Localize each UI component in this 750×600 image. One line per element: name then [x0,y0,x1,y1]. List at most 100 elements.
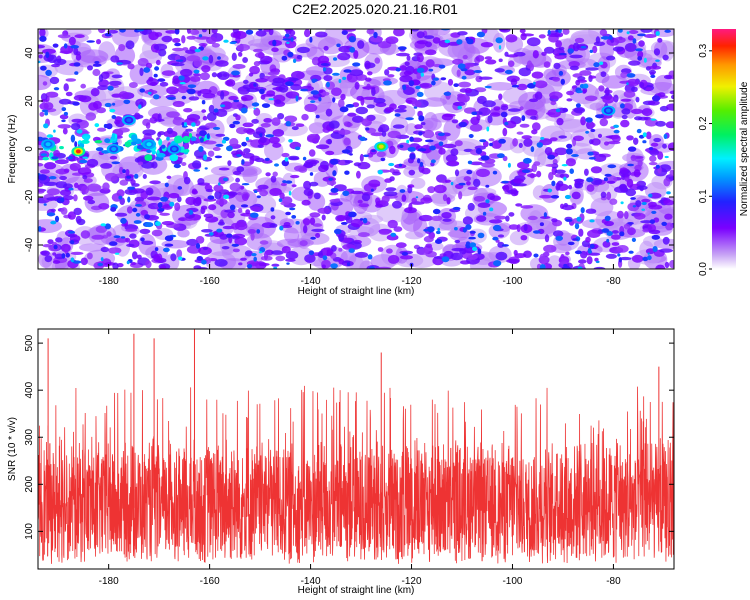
heatmap-cell [39,35,47,42]
heatmap-cell [613,124,619,128]
heatmap-cell [565,251,570,256]
heatmap-cell [463,176,471,182]
heatmap-cell [322,255,328,261]
heatmap-cell [114,252,120,255]
heatmap-cell [400,255,413,260]
heatmap-cell [376,204,409,223]
heatmap-cell [553,230,564,238]
heatmap-cell [346,262,351,267]
heatmap-cell [137,58,149,67]
heatmap-cell [285,211,291,216]
heatmap-cell [493,260,502,267]
heatmap-cell [387,254,400,264]
heatmap-cell [142,129,156,136]
heatmap-cell [74,71,79,75]
heatmap-cell [296,55,303,60]
heatmap-cell [648,229,661,235]
heatmap-cell [211,43,220,48]
heatmap-cell [185,49,196,54]
heatmap-cell [255,30,267,37]
heatmap-cell [353,162,362,167]
heatmap-cell [295,221,300,225]
heatmap-cell [286,262,290,265]
heatmap-cell [330,187,339,193]
heatmap-cell [243,148,251,154]
heatmap-cell [640,220,653,224]
heatmap-cell [655,264,666,269]
heatmap-cell [604,215,611,222]
heatmap-cell [598,85,605,92]
heatmap-cell [627,227,636,236]
heatmap-cell [281,55,288,61]
heatmap-cell [650,118,657,121]
heatmap-cell [119,29,126,33]
heatmap-cell [246,128,256,135]
heatmap-cell [134,112,141,120]
heatmap-cell [582,89,587,94]
heatmap-cell [580,207,585,214]
heatmap-cell [470,116,480,125]
heatmap-cell [59,50,72,54]
heatmap-cell [51,156,59,160]
heatmap-cell [630,197,636,200]
heatmap-cell [663,133,668,139]
heatmap-cell [577,79,587,83]
heatmap-cell [104,138,111,144]
heatmap-cell [92,63,102,67]
heatmap-cell [234,237,247,246]
heatmap-cell [75,53,82,61]
heatmap-cell [159,81,169,87]
heatmap-cell [250,206,261,212]
heatmap-cell [551,180,556,187]
heatmap-cell [73,207,82,216]
heatmap-cell [104,32,112,37]
heatmap-cell [189,29,200,35]
heatmap-cell [220,104,226,108]
heatmap-cell [589,243,595,249]
heatmap-cell [76,129,83,134]
heatmap-cell [231,52,237,61]
heatmap-cell [604,173,612,177]
heatmap-cell [561,265,571,269]
heatmap-cell [300,88,309,92]
heatmap-cell [366,29,375,35]
heatmap-cell [125,237,131,243]
heatmap-cell [313,171,331,187]
heatmap-cell [232,248,240,253]
heatmap-cell [215,133,226,137]
heatmap-cell [70,134,76,143]
heatmap-cell [498,45,502,50]
heatmap-cell [212,147,221,151]
heatmap-cell [97,85,109,91]
heatmap-cell [277,113,285,120]
heatmap-cell [260,123,271,128]
heatmap-cell [565,218,573,222]
heatmap-cell [130,261,137,266]
heatmap-cell [571,154,579,157]
heatmap-cell [602,240,611,248]
heatmap-cell [642,256,649,262]
heatmap-cell [179,82,186,85]
heatmap-cell [401,194,407,202]
heatmap-cell [416,72,422,80]
heatmap-cell [375,203,383,208]
heatmap-cell [663,74,673,80]
heatmap-cell [473,70,483,73]
heatmap-cell [303,188,314,196]
heatmap-cell [332,170,337,177]
heatmap-cell [492,224,502,231]
heatmap-cell [487,115,493,124]
heatmap-cell [40,153,48,157]
heatmap-cell [423,235,434,243]
heatmap-cell [466,241,470,246]
heatmap-cell [387,130,401,139]
heatmap-cell [67,156,74,160]
heatmap-cell [464,87,473,94]
heatmap-cell [245,136,250,141]
heatmap-cell [648,65,662,70]
heatmap-cell [588,250,592,254]
heatmap-cell [593,266,606,269]
heatmap-cell [648,147,654,151]
heatmap-cell [644,57,647,63]
heatmap-cell [399,75,413,83]
